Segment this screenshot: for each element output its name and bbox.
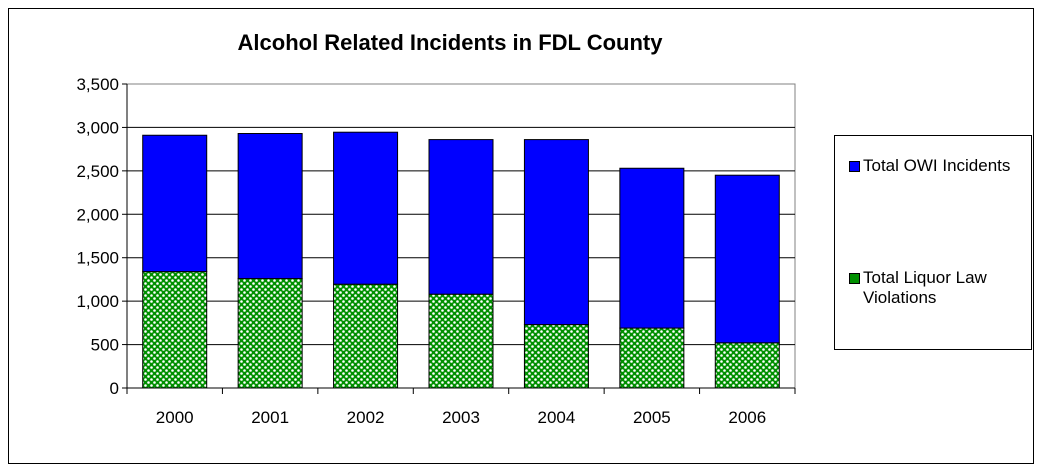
legend-item-owi: Total OWI Incidents [849,156,1031,176]
x-tick-label: 2006 [728,408,766,427]
y-tick-label: 500 [91,336,119,355]
x-tick-label: 2002 [347,408,385,427]
x-tick-label: 2003 [442,408,480,427]
y-tick-label: 1,000 [76,292,119,311]
y-tick-label: 1,500 [76,249,119,268]
legend-label-liquor: Total Liquor Law Violations [863,268,987,307]
bar-liquor-law-2000 [142,271,208,389]
y-tick-label: 2,000 [76,205,119,224]
x-tick-label: 2001 [251,408,289,427]
legend-label-owi: Total OWI Incidents [863,156,1011,175]
x-tick-label: 2005 [633,408,671,427]
bar-liquor-law-2002 [333,283,399,389]
y-tick-label: 0 [110,379,119,398]
bar-liquor-law-2001 [237,278,303,389]
bar-owi-2005 [619,167,685,329]
bar-liquor-law-2006 [714,342,780,389]
bar-liquor-law-2003 [428,293,494,389]
legend-swatch-owi [849,161,860,172]
bar-liquor-law-2004 [523,324,589,389]
bar-owi-2001 [237,133,303,280]
y-tick-label: 3,500 [76,75,119,94]
chart-title: Alcohol Related Incidents in FDL County [237,30,663,55]
bar-owi-2004 [523,139,589,326]
y-tick-label: 2,500 [76,162,119,181]
legend-swatch-liquor [849,273,860,284]
x-tick-label: 2004 [538,408,576,427]
bar-owi-2006 [714,174,780,344]
bar-owi-2002 [333,131,399,285]
bar-owi-2000 [142,134,208,273]
y-tick-label: 3,000 [76,118,119,137]
legend-item-liquor: Total Liquor Law Violations [849,268,1031,308]
bar-owi-2003 [428,139,494,295]
bar-liquor-law-2005 [619,327,685,389]
chart-legend: Total OWI Incidents Total Liquor Law Vio… [834,135,1032,350]
x-tick-label: 2000 [156,408,194,427]
